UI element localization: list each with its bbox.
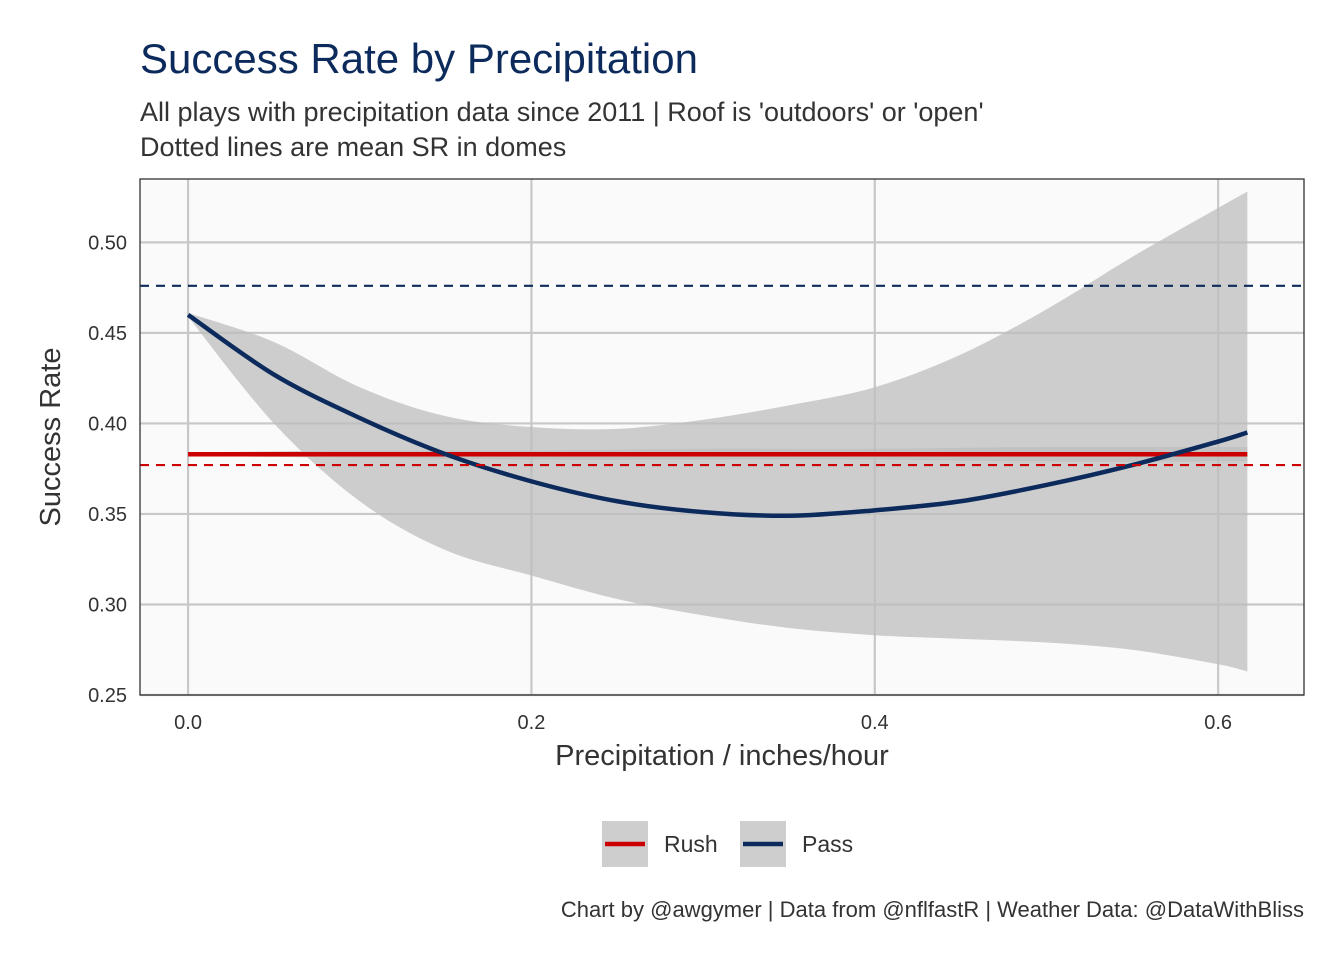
x-tick-label: 0.0 bbox=[174, 712, 202, 734]
x-tick-label: 0.4 bbox=[861, 712, 889, 734]
y-tick-label: 0.45 bbox=[88, 323, 127, 345]
y-tick-label: 0.50 bbox=[88, 232, 127, 254]
chart-title: Success Rate by Precipitation bbox=[140, 35, 698, 82]
legend: Rush Pass bbox=[602, 821, 853, 867]
legend-label-rush: Rush bbox=[664, 831, 718, 857]
x-axis-title: Precipitation / inches/hour bbox=[555, 740, 889, 772]
y-tick-label: 0.40 bbox=[88, 413, 127, 435]
x-tick-label: 0.6 bbox=[1204, 712, 1232, 734]
y-tick-label: 0.25 bbox=[88, 685, 127, 707]
y-tick-label: 0.30 bbox=[88, 594, 127, 616]
plot-panel: 0.25 0.30 0.35 0.40 0.45 0.50 0.0 0.2 0.4 0.6 bbox=[88, 178, 1305, 734]
series-line-pass bbox=[186, 312, 1249, 519]
chart-subtitle-line-2: Dotted lines are mean SR in domes bbox=[140, 132, 566, 162]
x-tick-label: 0.2 bbox=[518, 712, 546, 734]
y-axis-title: Success Rate bbox=[35, 348, 67, 527]
ci-band-pass bbox=[188, 191, 1248, 672]
y-tick-label: 0.35 bbox=[88, 504, 127, 526]
panel-border bbox=[139, 178, 1305, 696]
chart-caption: Chart by @awgymer | Data from @nflfastR … bbox=[561, 897, 1304, 922]
chart-subtitle-line-1: All plays with precipitation data since … bbox=[140, 97, 984, 127]
legend-label-pass: Pass bbox=[802, 831, 853, 857]
